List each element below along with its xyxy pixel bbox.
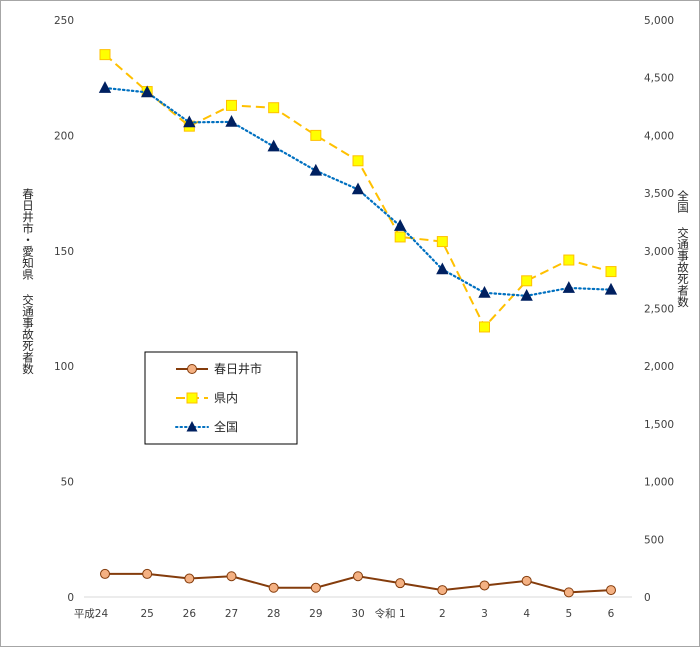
legend-label: 県内 — [214, 391, 238, 405]
x-tick-label: 27 — [225, 608, 238, 620]
legend-item: 全国 — [175, 419, 238, 434]
left-tick-label: 150 — [54, 246, 74, 258]
right-tick-label: 4,500 — [644, 73, 674, 85]
right-axis-title-text: 全国 交通事故死者数 — [676, 189, 690, 308]
x-tick-label: 令和 1 — [375, 607, 406, 620]
data-point-marker — [100, 568, 110, 579]
data-point-marker — [353, 571, 363, 582]
series-group — [98, 49, 618, 598]
x-tick-label: 4 — [523, 608, 530, 620]
data-point-marker — [226, 99, 237, 111]
data-point-marker — [141, 85, 154, 98]
left-axis-title: 春日井市・愛知県 交通事故死者数 — [21, 188, 35, 375]
data-point-marker — [142, 568, 153, 579]
data-point-marker — [563, 587, 574, 598]
data-point-marker — [478, 285, 491, 298]
left-tick-label: 0 — [67, 592, 74, 604]
data-point-marker — [267, 139, 280, 152]
right-tick-label: 1,000 — [644, 477, 674, 489]
data-point-marker — [226, 571, 237, 582]
data-point-marker — [437, 585, 448, 596]
right-tick-label: 500 — [644, 534, 664, 546]
x-tick-label: 25 — [140, 608, 153, 620]
data-point-marker — [184, 573, 195, 584]
data-point-marker — [479, 580, 490, 591]
legend-box — [144, 351, 298, 445]
legend-item: 県内 — [176, 391, 238, 405]
series-全国 — [98, 81, 618, 301]
data-point-marker — [394, 219, 407, 231]
x-tick-label: 6 — [608, 608, 615, 620]
x-axis-ticks: 平成24 25 26 27 28 29 30 令和 1 2 3 4 5 6 — [74, 607, 615, 620]
legend-marker — [187, 364, 197, 374]
right-tick-label: 2,000 — [644, 361, 674, 373]
data-point-marker — [351, 182, 365, 195]
x-tick-label: 26 — [183, 608, 197, 620]
legend-item: 春日井市 — [176, 361, 262, 376]
data-point-marker — [310, 129, 322, 141]
data-point-marker — [520, 288, 533, 301]
right-tick-label: 2,500 — [644, 304, 674, 316]
data-point-marker — [606, 585, 616, 596]
data-point-marker — [183, 115, 196, 128]
right-tick-label: 5,000 — [644, 15, 674, 27]
data-point-marker — [562, 281, 575, 293]
data-point-marker — [479, 321, 490, 333]
x-tick-label: 平成24 — [74, 608, 109, 620]
x-tick-label: 28 — [267, 608, 280, 620]
x-tick-label: 5 — [565, 608, 572, 620]
legend-label: 春日井市 — [214, 361, 262, 376]
data-point-marker — [394, 231, 406, 243]
data-point-marker — [99, 49, 111, 61]
right-axis-title: 全国 交通事故死者数 — [676, 189, 690, 308]
data-point-marker — [436, 262, 449, 275]
right-tick-label: 1,500 — [644, 419, 674, 431]
left-tick-label: 50 — [61, 477, 74, 489]
data-point-marker — [521, 275, 533, 287]
data-point-marker — [605, 266, 617, 278]
legend-marker — [186, 392, 198, 404]
data-point-marker — [309, 163, 322, 176]
data-point-marker — [521, 575, 532, 586]
legend-label: 全国 — [214, 419, 238, 434]
left-tick-label: 250 — [54, 15, 74, 27]
data-point-marker — [395, 578, 406, 589]
left-tick-label: 200 — [54, 130, 74, 142]
left-tick-label: 100 — [54, 361, 74, 373]
data-point-marker — [225, 115, 238, 127]
series-春日井市 — [100, 568, 616, 598]
data-point-marker — [604, 282, 618, 295]
data-point-marker — [268, 582, 279, 593]
left-axis-ticks: 0 50 100 150 200 250 — [54, 15, 74, 604]
x-tick-label: 3 — [481, 608, 488, 620]
x-tick-label: 30 — [351, 608, 364, 620]
x-tick-label: 2 — [439, 608, 446, 620]
data-point-marker — [563, 254, 575, 266]
data-point-marker — [310, 582, 321, 593]
data-point-marker — [98, 81, 112, 93]
x-tick-label: 29 — [309, 608, 322, 620]
right-tick-label: 0 — [644, 592, 651, 604]
right-tick-label: 4,000 — [644, 130, 674, 142]
data-point-marker — [268, 102, 280, 114]
data-point-marker — [352, 155, 364, 167]
data-point-marker — [436, 236, 448, 248]
right-tick-label: 3,000 — [644, 246, 674, 258]
right-tick-label: 3,500 — [644, 188, 674, 200]
left-axis-title-text: 春日井市・愛知県 交通事故死者数 — [21, 188, 35, 375]
right-axis-ticks: 0 500 1,000 1,500 2,000 2,500 3,000 3,500 4,000 4… — [644, 15, 674, 604]
legend-marker — [186, 421, 198, 432]
